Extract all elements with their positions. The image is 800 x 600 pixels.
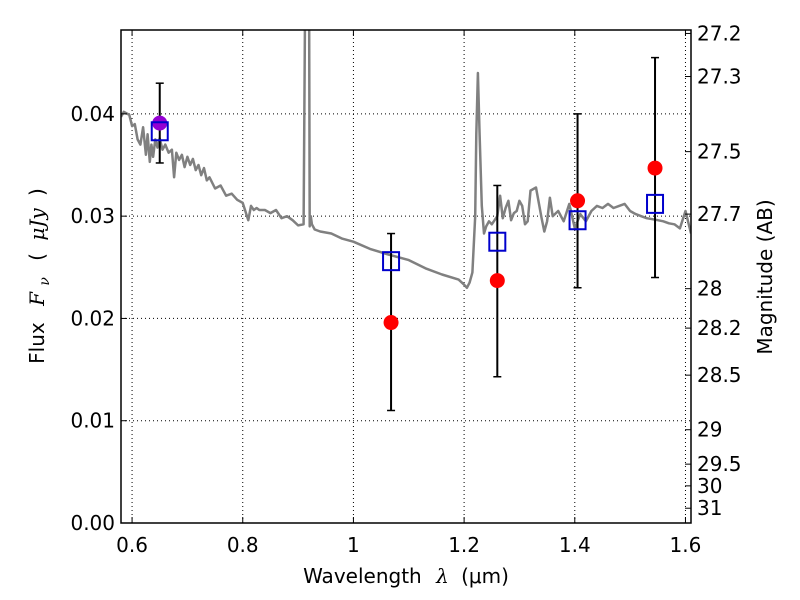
- y2-tick-label: 28: [697, 277, 722, 301]
- y-axis-title-subscript: ν: [37, 277, 53, 286]
- y-tick-label: 0.03: [70, 204, 115, 228]
- y2-tick-label: 27.5: [697, 140, 742, 164]
- y2-tick-label: 28.5: [697, 363, 742, 387]
- model-flux-square: [646, 193, 665, 214]
- x-axis-title-text: Wavelength: [303, 564, 422, 588]
- plot-content: [121, 30, 691, 412]
- y2-tick-label: 28.2: [697, 316, 742, 340]
- y-axis-title-unit: μJy: [25, 208, 49, 241]
- y-axis-title-paren-open: (: [25, 253, 49, 261]
- y-axis-title-text: Flux: [25, 322, 49, 364]
- y2-tick-label: 29.5: [697, 452, 742, 476]
- y-axis-title-paren-close: ): [25, 188, 49, 196]
- y2-axis-title: Magnitude (AB): [753, 199, 777, 354]
- plot-area: [121, 30, 691, 523]
- axis-ticks: 0.6 0.8 1 1.2 1.4 1.6 0.00 0.01 0.02 0.03 0.04 27.2…: [70, 21, 741, 557]
- x-tick-label: 1.6: [670, 533, 702, 557]
- x-tick-label: 1: [347, 533, 360, 557]
- model-flux-square: [150, 121, 169, 142]
- y-tick-label: 0.04: [70, 102, 115, 126]
- y2-tick-label: 27.2: [697, 21, 742, 45]
- x-tick-label: 1.4: [559, 533, 591, 557]
- x-tick-label: 1.2: [448, 533, 480, 557]
- y2-tick-label: 27.3: [697, 65, 742, 89]
- observed-flux-point: [489, 273, 505, 289]
- x-tick-label: 0.6: [116, 533, 148, 557]
- y2-tick-label: 30: [697, 474, 722, 498]
- model-flux-square: [568, 210, 587, 231]
- x-axis-title-unit: (μm): [461, 564, 509, 588]
- observed-flux-point: [647, 160, 663, 176]
- plot-frame: [120, 29, 692, 524]
- model-flux-square: [382, 251, 401, 272]
- observed-flux-point: [383, 315, 399, 331]
- y-axis-title-symbol: F: [25, 291, 49, 307]
- y-tick-label: 0.02: [70, 306, 115, 330]
- y-axis-title: Flux F ν ( μJy ): [25, 188, 54, 364]
- y2-tick-label: 27.7: [697, 202, 742, 226]
- observed-flux-point: [570, 193, 586, 209]
- x-tick-label: 0.8: [227, 533, 259, 557]
- y-tick-label: 0.00: [70, 511, 115, 535]
- y2-tick-label: 31: [697, 496, 722, 520]
- x-axis-title: Wavelength λ (μm): [303, 564, 509, 588]
- y2-tick-label: 29: [697, 418, 722, 442]
- y-tick-label: 0.01: [70, 409, 115, 433]
- model-flux-square: [488, 231, 507, 252]
- x-axis-title-symbol: λ: [435, 564, 449, 588]
